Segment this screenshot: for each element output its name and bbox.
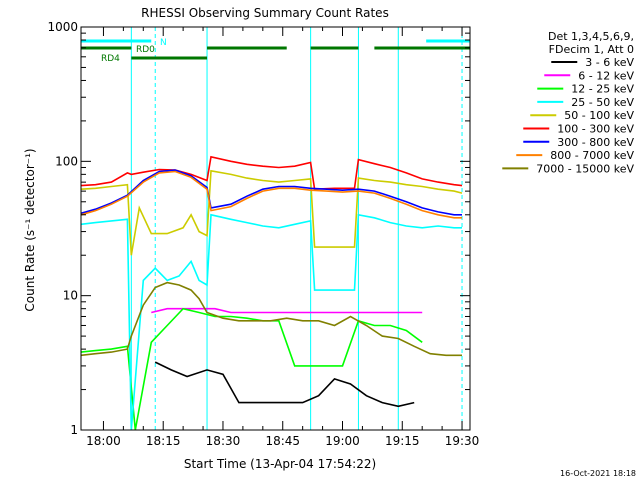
axes: 1 10 100 1000 18:00 18:15 18:30 18:45 19:00 19:15… [47,20,479,448]
x-tick-label: 18:00 [86,434,121,448]
legend-entry: 300 - 800 keV [557,136,634,149]
plot-frame [80,26,471,431]
y-axis-label: Count Rate (s⁻¹ detector⁻¹) [23,148,37,311]
legend-entry: 3 - 6 keV [585,56,634,69]
x-tick-label: 18:15 [146,434,181,448]
legend-header: Det 1,3,4,5,6,9, [548,30,634,43]
legend: Det 1,3,4,5,6,9,FDecim 1, Att 03 - 6 keV… [502,30,634,175]
legend-entry: 100 - 300 keV [557,123,634,136]
x-tick-label: 18:30 [206,434,241,448]
flag-label-rd0: RD0 [136,45,155,55]
x-tick-label: 19:30 [445,434,480,448]
series-line-6 [80,169,462,216]
series-line-5 [80,155,463,191]
footer-date: 16-Oct-2021 18:18 [560,469,636,478]
x-tick-label: 19:00 [325,434,360,448]
x-tick-label: 18:45 [265,434,300,448]
series-line-0 [154,361,415,408]
legend-entry: 6 - 12 keV [578,69,634,82]
plot-area: N RD0 RD4 [80,27,470,431]
legend-entry: 7000 - 15000 keV [536,162,634,175]
y-tick-label: 1 [70,423,78,437]
legend-entry: 50 - 100 keV [564,109,634,122]
series-line-8 [80,281,462,357]
series-line-4 [80,169,463,256]
flag-label-rd4: RD4 [101,54,120,64]
legend-entry: 800 - 7000 keV [550,149,634,162]
series-line-7 [80,170,462,219]
legend-header: FDecim 1, Att 0 [549,43,634,56]
series-line-3 [80,213,462,431]
legend-entry: 25 - 50 keV [571,96,634,109]
y-tick-label: 100 [55,154,78,168]
y-tick-label: 10 [63,289,78,303]
x-axis-label: Start Time (13-Apr-04 17:54:22) [184,457,376,471]
series-line-2 [80,307,423,431]
legend-entry: 12 - 25 keV [571,83,634,96]
series-line-1 [151,307,423,314]
flag-label-n: N [160,38,167,48]
y-tick-label: 1000 [47,20,78,34]
chart-title: RHESSI Observing Summary Count Rates [141,6,389,20]
x-tick-label: 19:15 [385,434,420,448]
